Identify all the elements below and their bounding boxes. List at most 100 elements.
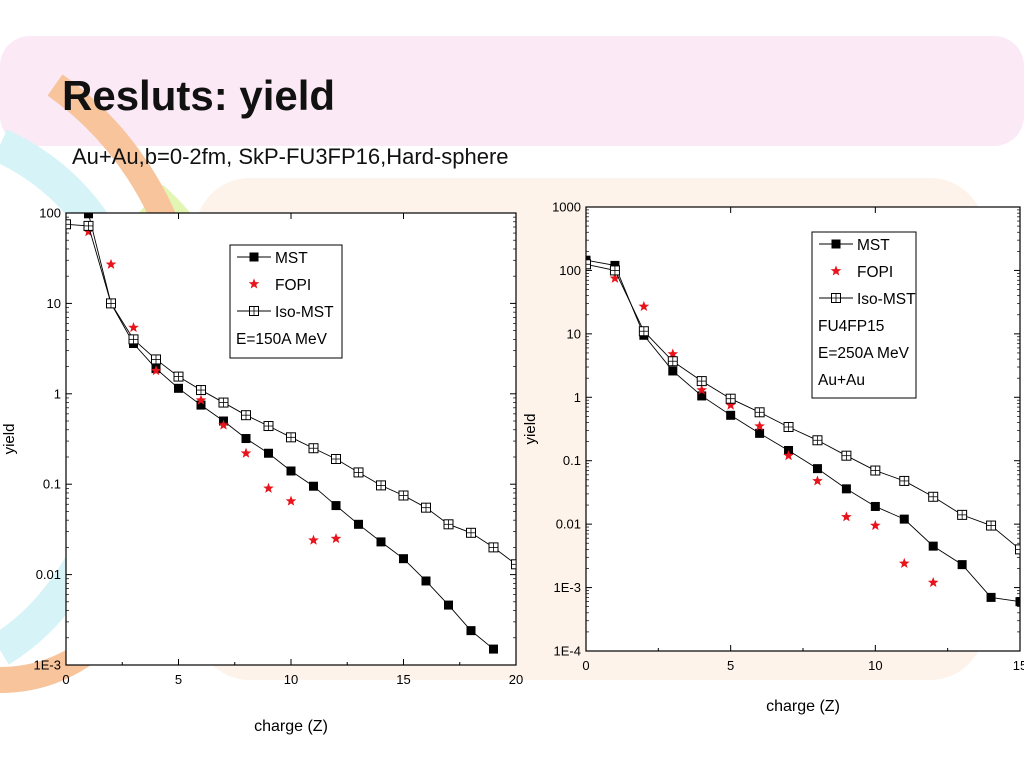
legend-entry: MST (857, 237, 890, 254)
x-tick-label: 15 (1013, 658, 1024, 673)
x-axis-label: charge (Z) (766, 698, 840, 715)
point-fopi (285, 495, 297, 506)
point-iso-mst (83, 220, 94, 231)
plot-area (62, 201, 516, 654)
y-tick-label: 1E-3 (554, 580, 581, 595)
point-mst (986, 592, 996, 602)
point-iso-mst (263, 421, 274, 432)
point-iso-mst (106, 298, 116, 309)
x-tick-label: 10 (868, 658, 882, 673)
undefined (830, 265, 842, 276)
y-tick-label: 1E-4 (554, 644, 581, 659)
point-mst (376, 537, 386, 547)
point-iso-mst (841, 450, 852, 461)
series-fopi (83, 226, 342, 545)
chart-left: 0 5 10 15 20 1E-3 0.01 0.1 1 10 100 charge (Z) yield… (1, 201, 523, 736)
point-fopi (150, 365, 162, 376)
x-tick-label: 10 (284, 672, 298, 687)
x-tick-label: 0 (62, 672, 69, 687)
plot-frame (585, 206, 1021, 652)
undefined (248, 278, 260, 289)
point-mst (241, 434, 251, 444)
point-fopi (725, 399, 736, 410)
point-mst (726, 410, 736, 420)
legend: MST FOPI Iso-MST E=150A MeV (229, 244, 343, 359)
legend-entry: Iso-MST (857, 291, 916, 308)
point-iso-mst (128, 334, 139, 345)
undefined (819, 239, 853, 249)
point-mst (610, 260, 620, 270)
point-fopi (667, 348, 679, 359)
x-tick-label: 5 (727, 658, 734, 673)
point-iso-mst (466, 527, 476, 538)
y-tick-label: 10 (567, 326, 581, 341)
undefined-marker (831, 239, 841, 249)
series-line-iso-mst (586, 263, 1020, 550)
point-fopi (609, 272, 621, 283)
series-fopi (609, 272, 939, 588)
x-tick-label: 20 (509, 672, 523, 687)
point-iso-mst (899, 475, 910, 486)
point-mst (196, 400, 206, 410)
point-fopi (696, 384, 708, 395)
y-tick-label: 0.1 (43, 477, 61, 492)
point-iso-mst (241, 410, 251, 421)
legend-entry: FOPI (857, 264, 893, 281)
legend-entry: MST (275, 250, 308, 267)
point-mst (489, 644, 498, 654)
slide-subtitle: Au+Au,b=0-2fm, SkP-FU3FP16,Hard-sphere (72, 144, 509, 169)
point-iso-mst (812, 435, 823, 446)
series-iso-mst (66, 219, 516, 570)
point-mst (668, 366, 678, 376)
point-iso-mst (511, 559, 516, 570)
point-mst (466, 626, 476, 636)
point-mst (286, 466, 296, 476)
point-iso-mst (421, 502, 431, 513)
undefined-marker (249, 306, 259, 316)
point-iso-mst (376, 480, 386, 491)
point-mst (62, 201, 71, 210)
y-axis-label: yield (1, 424, 18, 455)
y-tick-label: 1000 (552, 200, 581, 215)
y-tick-label: 100 (559, 263, 581, 278)
undefined (237, 252, 271, 262)
point-fopi (195, 394, 207, 405)
point-mst (957, 560, 967, 570)
point-mst (755, 428, 765, 438)
point-fopi (898, 557, 910, 568)
y-axis-label: yield (522, 414, 539, 445)
point-iso-mst (725, 393, 736, 404)
axes: 0 5 10 15 1E-4 1E-3 0.01 0.1 1 10 100 1000 (552, 200, 1024, 674)
point-iso-mst (609, 265, 620, 276)
point-fopi (841, 511, 852, 522)
point-mst (1015, 597, 1020, 607)
legend-entry: E=150A MeV (236, 331, 328, 348)
point-iso-mst (870, 465, 881, 476)
point-mst (331, 501, 341, 511)
point-mst (444, 600, 453, 610)
point-iso-mst (398, 490, 409, 501)
point-fopi (308, 534, 319, 545)
undefined-marker (249, 252, 259, 262)
y-tick-label: 1E-3 (34, 658, 61, 673)
point-iso-mst (66, 219, 71, 230)
y-tick-label: 100 (39, 206, 61, 221)
y-tick-label: 1 (574, 390, 581, 405)
undefined (237, 306, 271, 316)
point-fopi (263, 482, 274, 493)
point-mst (697, 391, 707, 401)
point-mst (841, 484, 851, 494)
point-fopi (812, 475, 823, 486)
point-iso-mst (986, 520, 997, 531)
point-mst (870, 501, 880, 511)
point-fopi (783, 450, 794, 461)
point-mst (354, 519, 363, 529)
legend-box (811, 231, 917, 399)
plot-area (586, 255, 1020, 607)
point-fopi (638, 300, 650, 312)
point-iso-mst (928, 491, 939, 502)
y-tick-label: 1 (54, 386, 61, 401)
undefined-marker (248, 278, 260, 289)
undefined-marker (830, 265, 842, 276)
legend: MST FOPI Iso-MST FU4FP15 E=250A MeV Au+Au (811, 231, 917, 399)
